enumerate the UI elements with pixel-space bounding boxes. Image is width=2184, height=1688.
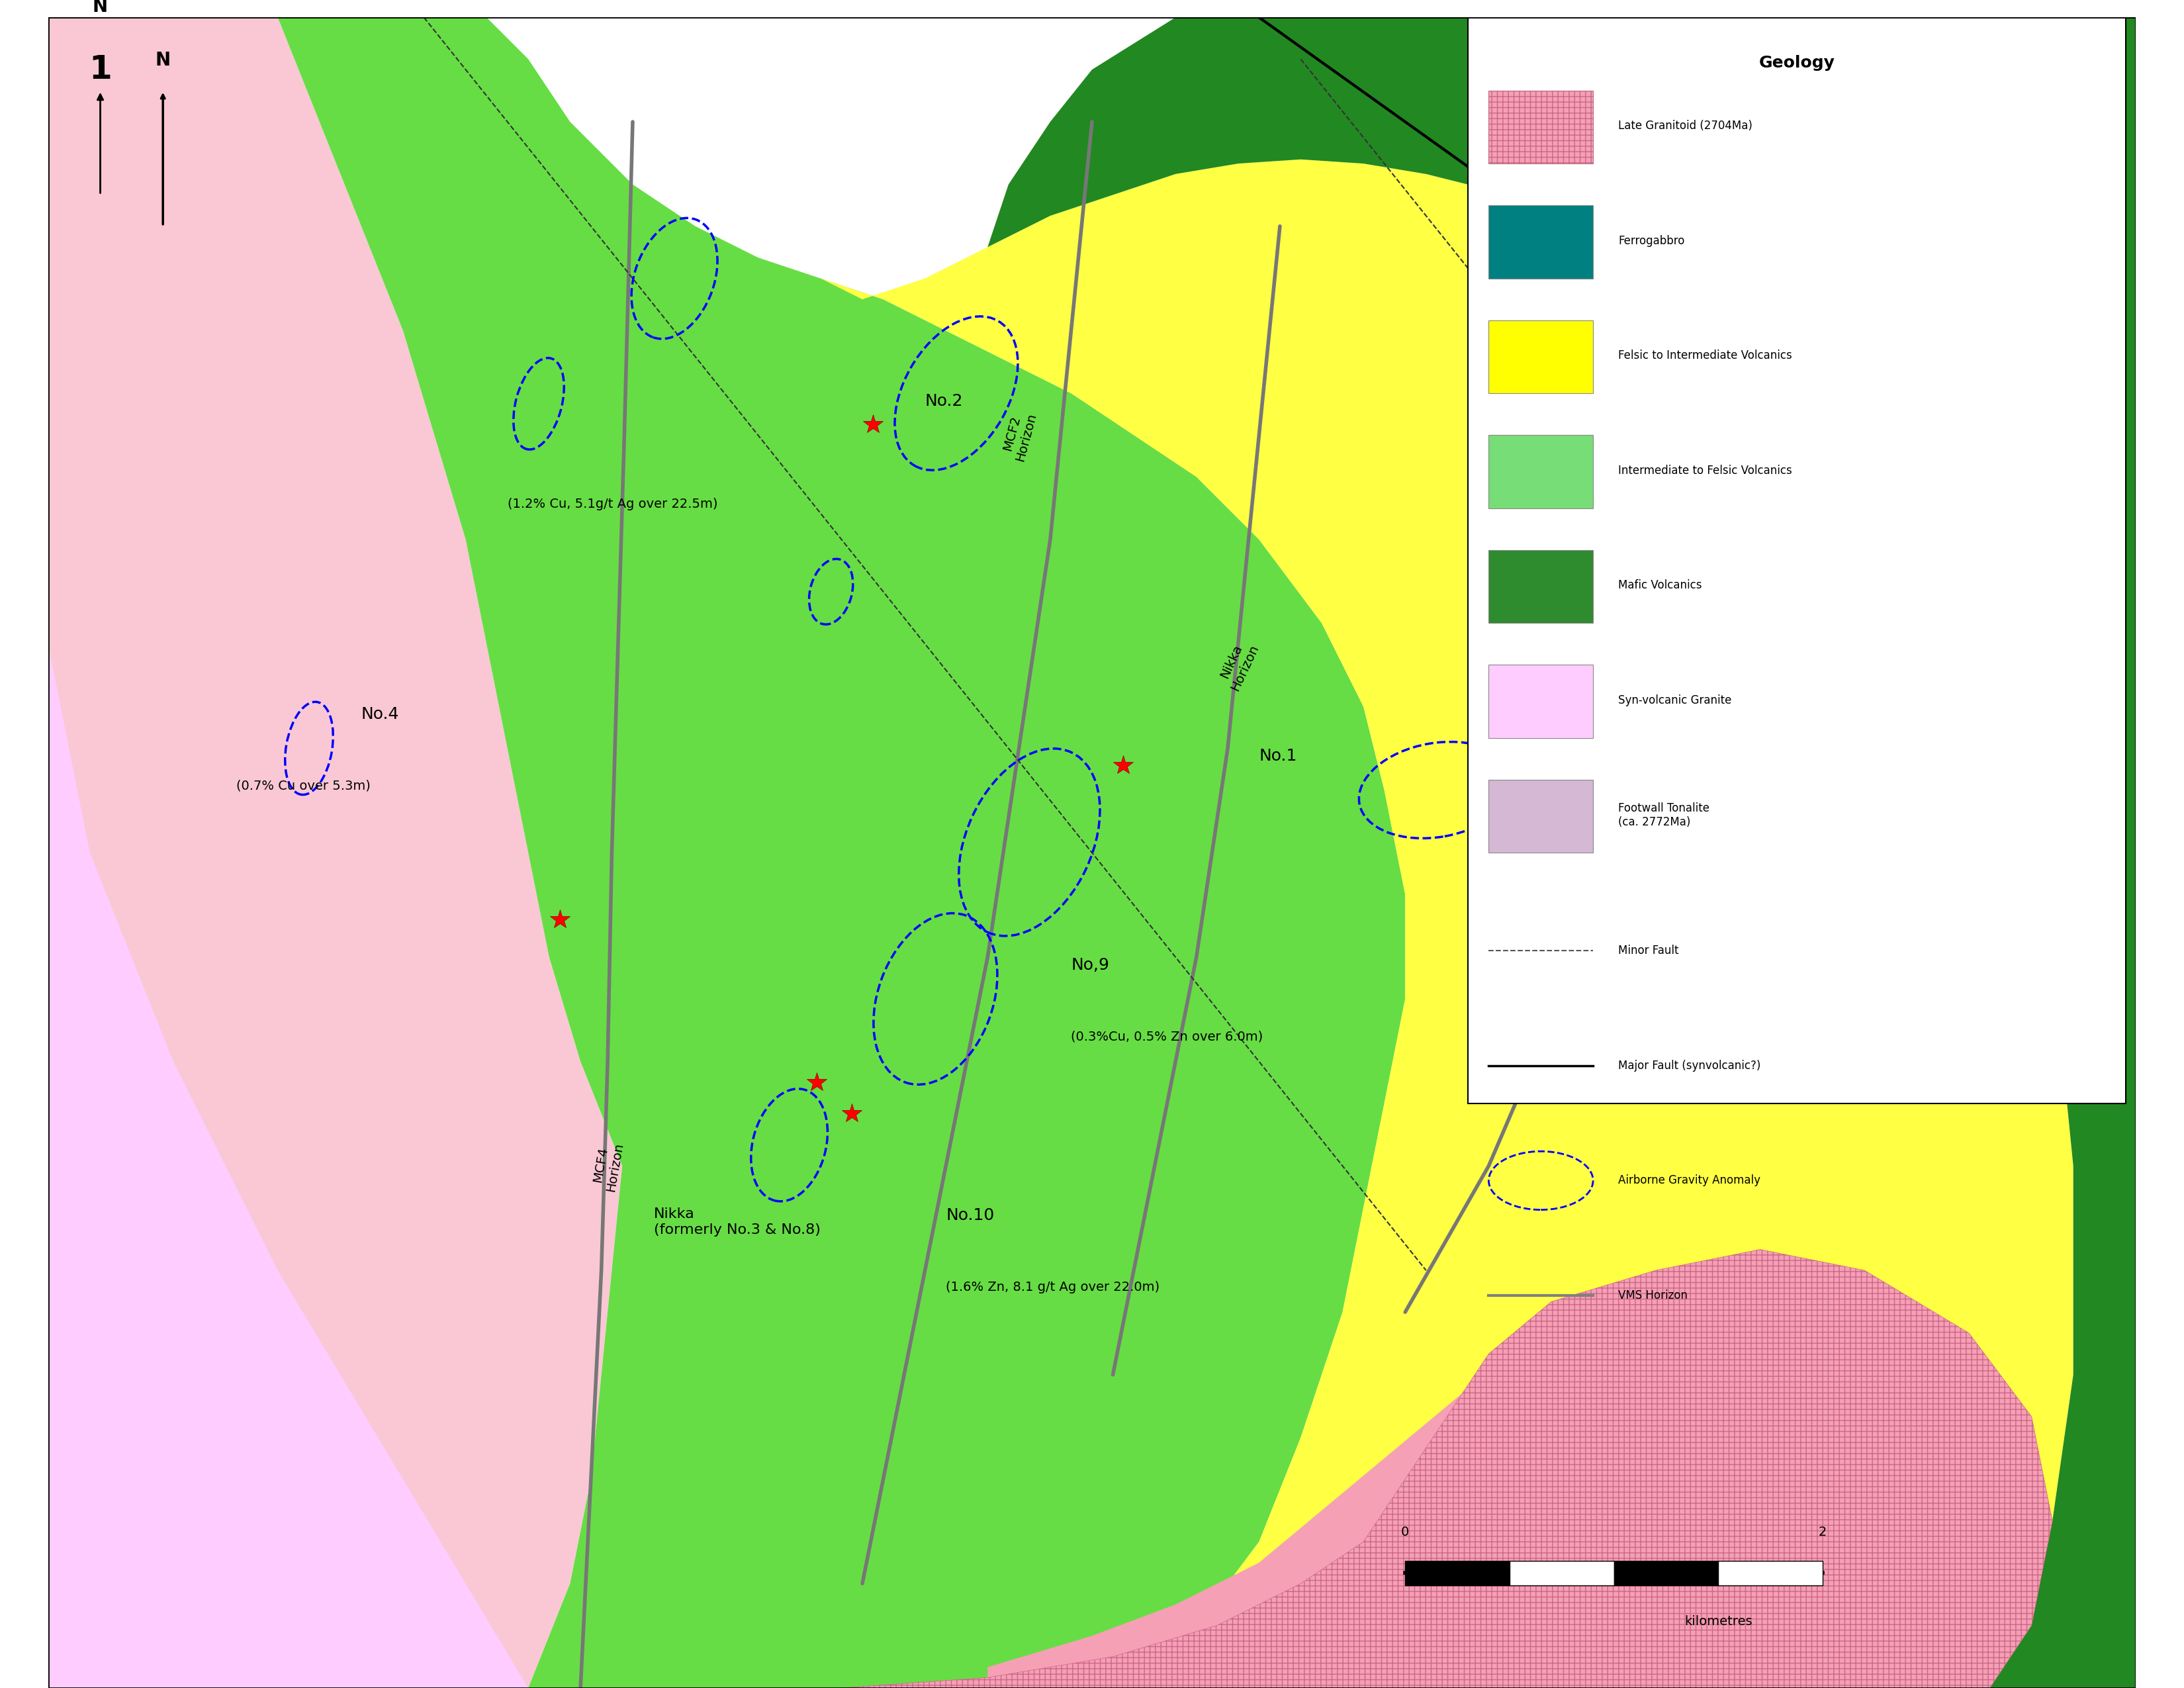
- Text: Nikka
Horizon: Nikka Horizon: [1216, 636, 1260, 692]
- Text: Geology: Geology: [1758, 56, 1835, 71]
- Text: Footwall Tonalite
(ca. 2772Ma): Footwall Tonalite (ca. 2772Ma): [1618, 802, 1710, 827]
- Text: 2: 2: [1819, 1526, 1826, 1538]
- Text: (0.3%Cu, 0.5% Zn over 6.0m): (0.3%Cu, 0.5% Zn over 6.0m): [1070, 1030, 1262, 1043]
- Text: No.11 target: No.11 target: [1677, 999, 1780, 1014]
- Polygon shape: [841, 1249, 2053, 1688]
- Text: (1.6% Zn, 8.1 g/t Ag over 22.0m): (1.6% Zn, 8.1 g/t Ag over 22.0m): [946, 1281, 1160, 1293]
- Text: Mafic Volcanics: Mafic Volcanics: [1618, 579, 1701, 591]
- Bar: [1614, 1561, 1719, 1585]
- Text: Minor Fault: Minor Fault: [1618, 945, 1679, 957]
- Text: 0: 0: [1402, 1526, 1409, 1538]
- Bar: [1489, 91, 1592, 164]
- Text: MCF2
Horizon: MCF2 Horizon: [1000, 407, 1037, 463]
- Text: Muketei
Assemblage
(2734Ma): Muketei Assemblage (2734Ma): [1813, 277, 1852, 343]
- Bar: [1404, 1561, 1509, 1585]
- Polygon shape: [987, 1301, 1572, 1688]
- Text: (1.2% Cu, 5.1g/t Ag over 22.5m): (1.2% Cu, 5.1g/t Ag over 22.5m): [507, 498, 719, 510]
- Polygon shape: [48, 643, 529, 1688]
- Bar: [1489, 780, 1592, 852]
- Bar: [1719, 1561, 1824, 1585]
- Polygon shape: [277, 17, 1404, 1688]
- Bar: [1489, 665, 1592, 738]
- Text: Felsic to Intermediate Volcanics: Felsic to Intermediate Volcanics: [1618, 349, 1793, 361]
- Bar: [1489, 321, 1592, 393]
- Text: Airborne Gravity Anomaly: Airborne Gravity Anomaly: [1618, 1175, 1760, 1187]
- Bar: [1468, 17, 2125, 1104]
- Text: No.10: No.10: [946, 1207, 994, 1224]
- Polygon shape: [987, 17, 2136, 1688]
- Bar: [1489, 206, 1592, 279]
- Text: No,9: No,9: [1070, 957, 1109, 972]
- Bar: [1489, 91, 1592, 164]
- Text: Muketei
Assemblage
(2734Ma): Muketei Assemblage (2734Ma): [1817, 236, 1850, 299]
- Text: No.4: No.4: [360, 707, 400, 722]
- Text: N: N: [92, 0, 107, 17]
- Text: No.1: No.1: [1258, 748, 1297, 765]
- Text: N: N: [155, 51, 170, 69]
- Bar: [1489, 550, 1592, 623]
- Text: MCF4
Horizon: MCF4 Horizon: [590, 1139, 625, 1193]
- Polygon shape: [821, 159, 2073, 1688]
- Text: Nikka
(formerly No.3 & No.8): Nikka (formerly No.3 & No.8): [653, 1207, 821, 1236]
- Polygon shape: [48, 17, 622, 1688]
- Text: VMS Horizon: VMS Horizon: [1618, 1290, 1688, 1301]
- Text: 1: 1: [90, 54, 111, 86]
- Text: Major Fault (synvolcanic?): Major Fault (synvolcanic?): [1618, 1060, 1760, 1072]
- Text: Syn-volcanic Granite: Syn-volcanic Granite: [1618, 694, 1732, 706]
- Bar: [1509, 1561, 1614, 1585]
- Bar: [1489, 436, 1592, 508]
- Text: Ferrogabbro: Ferrogabbro: [1618, 235, 1684, 246]
- Text: Intermediate to Felsic Volcanics: Intermediate to Felsic Volcanics: [1618, 464, 1793, 476]
- Text: Tamarack
Horizon: Tamarack Horizon: [1704, 798, 1754, 866]
- Text: kilometres: kilometres: [1684, 1615, 1752, 1627]
- Text: No.2: No.2: [926, 393, 963, 408]
- Text: (0.7% Cu over 5.3m): (0.7% Cu over 5.3m): [236, 780, 371, 792]
- Text: Late Granitoid (2704Ma): Late Granitoid (2704Ma): [1618, 120, 1752, 132]
